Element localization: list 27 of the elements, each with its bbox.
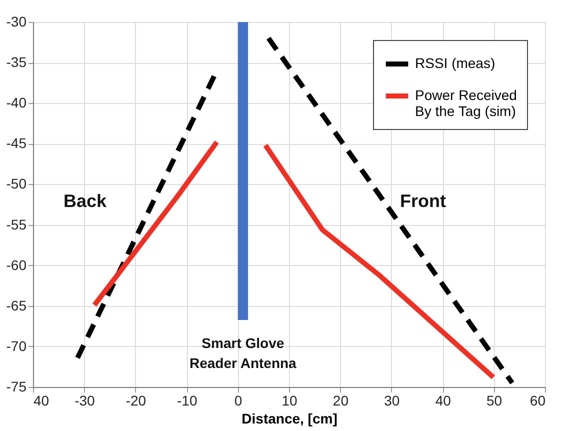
x-tick-label: 40 [435,392,452,408]
y-tick-label: -55 [6,216,27,232]
x-tick-label: 0 [234,392,242,408]
x-tick-label: 10 [282,392,298,408]
x-tick-label: -20 [126,392,146,408]
annotation: Back [63,191,108,211]
y-tick-label: -45 [6,135,27,152]
x-tick-label: -30 [74,392,96,408]
legend-label: Power Received By the Tag (sim) [415,87,517,119]
y-tick-label: -40 [6,94,27,111]
y-tick-label: -60 [6,256,27,273]
x-axis-title: Distance, [cm] [242,410,338,426]
legend-label: RSSI (meas) [415,55,496,71]
x-tick-label: 50 [486,392,502,408]
y-tick-label: -75 [6,378,27,394]
x-tick-label: -10 [176,392,198,408]
y-tick-label: -65 [6,297,27,314]
y-tick-label: -35 [6,54,27,70]
band-label: Smart Glove Reader Antenna [190,335,297,371]
y-tick-label: -70 [6,338,27,354]
annotation: Front [400,191,446,211]
x-tick-label: 30 [384,392,400,408]
y-tick-label: -50 [6,176,27,192]
y-tick-label: -30 [6,14,27,30]
x-tick-label: 40 [34,392,50,408]
x-tick-label: 20 [332,392,349,408]
x-tick-label: 60 [530,392,546,408]
